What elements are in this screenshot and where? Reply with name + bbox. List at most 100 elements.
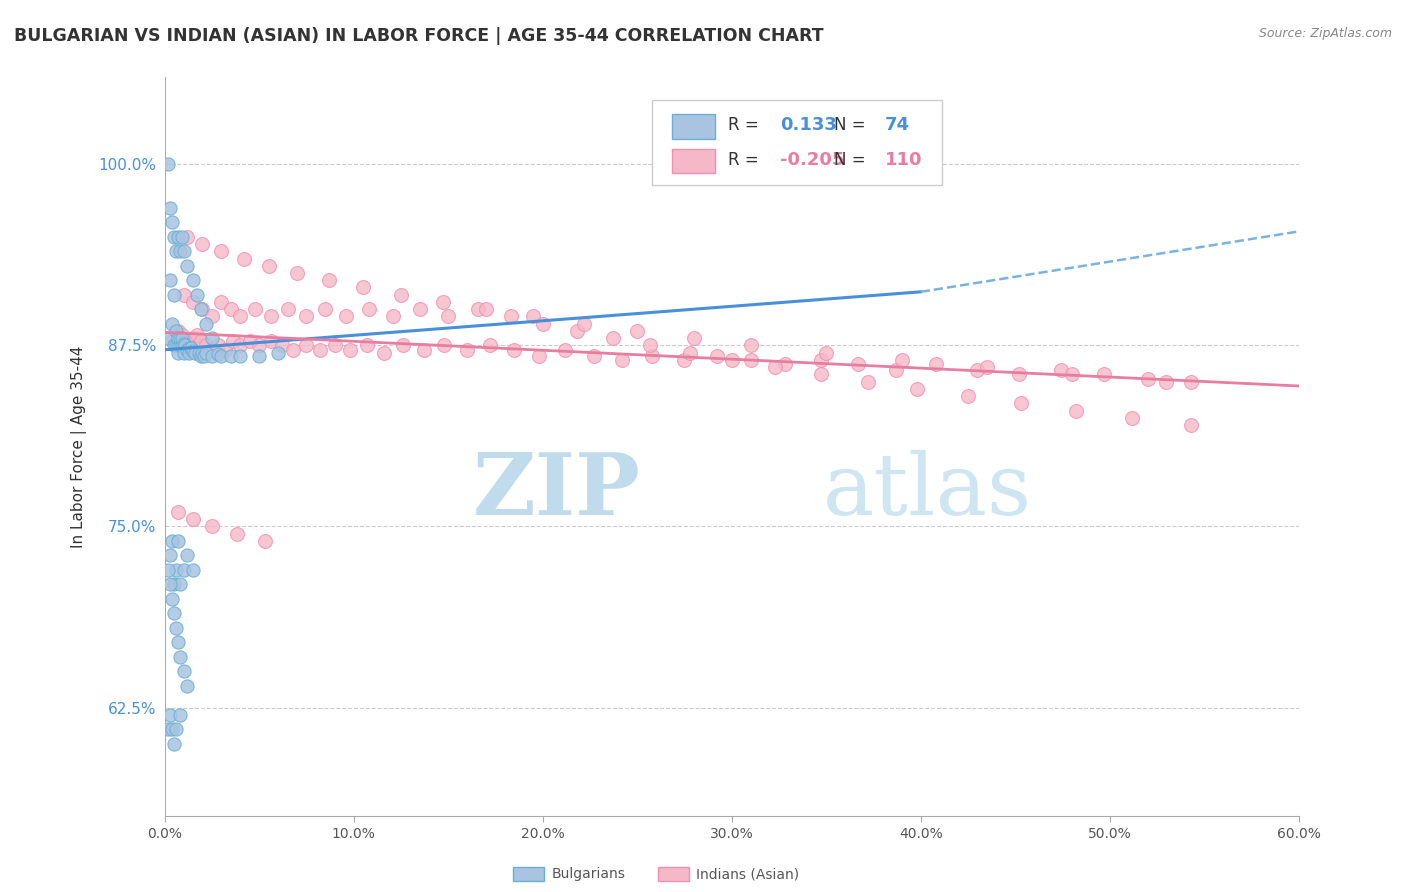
- Point: [170, 328, 193, 343]
- Point: [602, 331, 624, 345]
- Point: [169, 331, 191, 345]
- Point: [179, 345, 201, 359]
- Point: [884, 363, 907, 377]
- Point: [214, 343, 236, 357]
- Point: [157, 157, 180, 171]
- Point: [810, 368, 832, 382]
- Point: [174, 338, 197, 352]
- Point: [209, 349, 232, 363]
- Point: [253, 533, 276, 548]
- Point: [173, 563, 195, 577]
- Point: [191, 237, 214, 252]
- Point: [219, 349, 242, 363]
- Text: R =: R =: [728, 151, 759, 169]
- Point: [740, 338, 762, 352]
- Point: [193, 349, 215, 363]
- Point: [259, 310, 281, 324]
- Point: [433, 338, 456, 352]
- Point: [163, 287, 186, 301]
- Point: [295, 310, 318, 324]
- Point: [163, 331, 186, 345]
- Point: [773, 357, 796, 371]
- Point: [176, 259, 198, 273]
- Text: ZIP: ZIP: [474, 450, 641, 533]
- Point: [1180, 418, 1202, 433]
- Point: [1156, 375, 1178, 389]
- Text: atlas: atlas: [823, 450, 1032, 533]
- Point: [195, 317, 218, 331]
- Point: [720, 352, 742, 367]
- Point: [1180, 375, 1202, 389]
- Point: [174, 334, 197, 348]
- Point: [412, 343, 434, 357]
- Point: [190, 334, 212, 348]
- Text: 0.133: 0.133: [780, 117, 838, 135]
- Point: [531, 317, 554, 331]
- Point: [195, 338, 218, 352]
- Point: [179, 338, 201, 352]
- Point: [640, 338, 662, 352]
- Point: [475, 302, 498, 317]
- Point: [976, 360, 998, 375]
- Point: [1064, 403, 1087, 417]
- Point: [181, 563, 204, 577]
- Text: 74: 74: [884, 117, 910, 135]
- Point: [169, 338, 191, 352]
- Point: [925, 357, 948, 371]
- Point: [626, 324, 648, 338]
- Point: [165, 324, 187, 338]
- Point: [201, 343, 224, 357]
- Y-axis label: In Labor Force | Age 35-44: In Labor Force | Age 35-44: [72, 345, 87, 548]
- Point: [1049, 363, 1071, 377]
- Point: [173, 244, 195, 259]
- Point: [1008, 368, 1031, 382]
- Point: [165, 338, 187, 352]
- Point: [173, 287, 195, 301]
- Point: [1060, 368, 1083, 382]
- Point: [478, 338, 501, 352]
- Point: [295, 338, 318, 352]
- Point: [181, 344, 204, 359]
- Point: [176, 229, 198, 244]
- Point: [186, 328, 208, 343]
- Point: [173, 345, 195, 359]
- Point: [181, 273, 204, 287]
- Point: [165, 621, 187, 635]
- Point: [169, 577, 191, 591]
- Point: [167, 324, 190, 338]
- Point: [201, 310, 224, 324]
- Point: [815, 345, 838, 359]
- Point: [239, 334, 262, 348]
- Point: [267, 345, 290, 359]
- Point: [356, 338, 378, 352]
- Point: [1092, 368, 1115, 382]
- Point: [1010, 396, 1032, 410]
- Point: [846, 357, 869, 371]
- Point: [209, 244, 232, 259]
- Point: [522, 310, 544, 324]
- Point: [432, 295, 454, 310]
- Point: [163, 229, 186, 244]
- Point: [565, 324, 588, 338]
- Point: [187, 345, 209, 359]
- Point: [186, 287, 208, 301]
- Point: [163, 737, 186, 751]
- Point: [314, 302, 336, 317]
- Point: [173, 665, 195, 679]
- Text: Indians (Asian): Indians (Asian): [696, 867, 799, 881]
- Point: [219, 302, 242, 317]
- Point: [257, 259, 280, 273]
- Point: [165, 244, 187, 259]
- Point: [1121, 410, 1143, 425]
- Point: [163, 607, 186, 621]
- Point: [159, 549, 181, 563]
- Point: [170, 229, 193, 244]
- Point: [308, 343, 330, 357]
- Point: [437, 310, 460, 324]
- Point: [339, 343, 361, 357]
- Text: BULGARIAN VS INDIAN (ASIAN) IN LABOR FORCE | AGE 35-44 CORRELATION CHART: BULGARIAN VS INDIAN (ASIAN) IN LABOR FOR…: [14, 27, 824, 45]
- Point: [229, 349, 252, 363]
- Point: [283, 343, 305, 357]
- Point: [167, 635, 190, 649]
- Text: Source: ZipAtlas.com: Source: ZipAtlas.com: [1258, 27, 1392, 40]
